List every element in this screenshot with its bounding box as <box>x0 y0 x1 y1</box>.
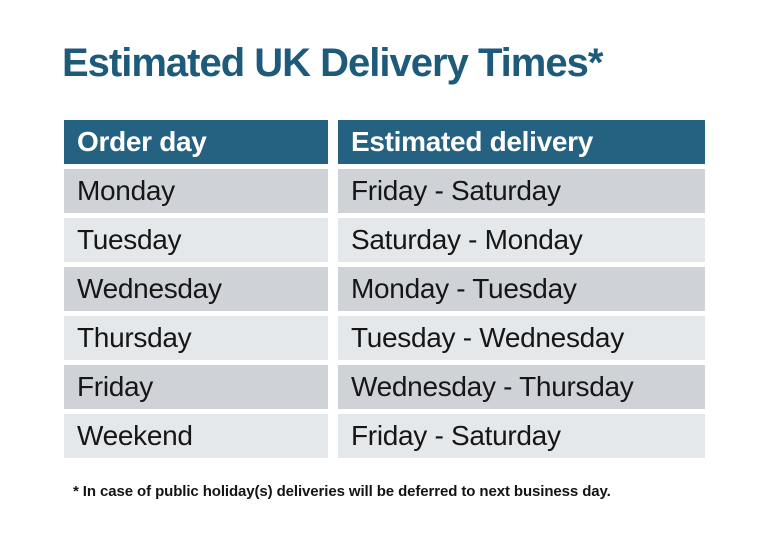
cell-order-day: Tuesday <box>64 218 328 262</box>
cell-order-day: Weekend <box>64 414 328 458</box>
page-title: Estimated UK Delivery Times* <box>62 41 603 85</box>
cell-estimated-delivery: Tuesday - Wednesday <box>338 316 705 360</box>
cell-estimated-delivery: Saturday - Monday <box>338 218 705 262</box>
cell-order-day: Wednesday <box>64 267 328 311</box>
delivery-times-table: Order day Estimated delivery Monday Frid… <box>64 120 705 458</box>
cell-order-day: Monday <box>64 169 328 213</box>
public-holiday-footnote: * In case of public holiday(s) deliverie… <box>73 483 611 500</box>
column-header-order-day: Order day <box>64 120 328 164</box>
cell-order-day: Thursday <box>64 316 328 360</box>
cell-estimated-delivery: Friday - Saturday <box>338 414 705 458</box>
cell-order-day: Friday <box>64 365 328 409</box>
cell-estimated-delivery: Friday - Saturday <box>338 169 705 213</box>
column-header-estimated-delivery: Estimated delivery <box>338 120 705 164</box>
cell-estimated-delivery: Monday - Tuesday <box>338 267 705 311</box>
cell-estimated-delivery: Wednesday - Thursday <box>338 365 705 409</box>
